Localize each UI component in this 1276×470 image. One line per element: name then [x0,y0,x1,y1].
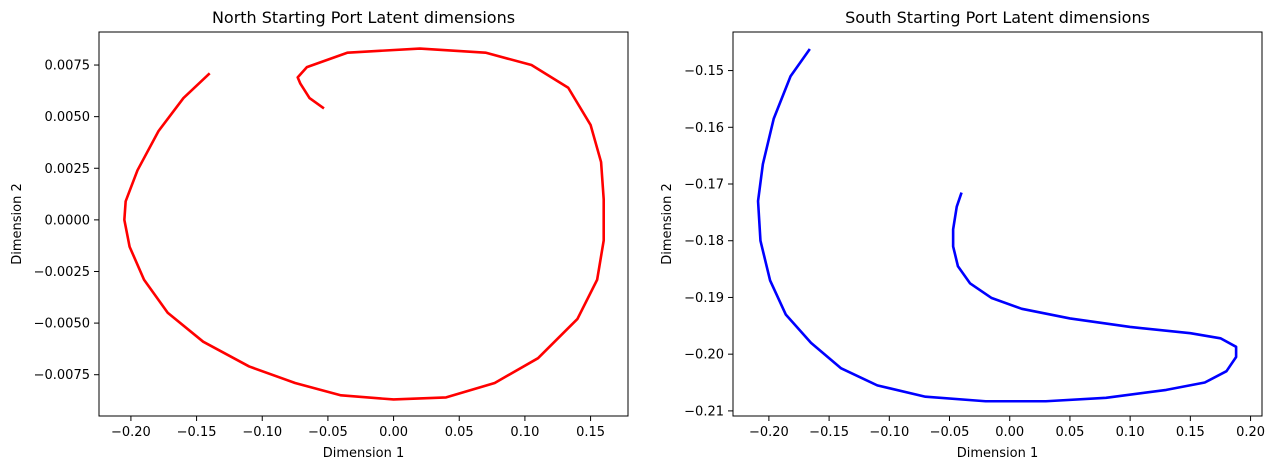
south-chart-title: South Starting Port Latent dimensions [845,8,1150,27]
north-x-tick-label: −0.15 [177,425,217,440]
south-y-axis-label: Dimension 2 [660,183,675,265]
south-plot-frame [732,31,1263,417]
south-y-tick-label: −0.19 [684,291,724,306]
south-x-tick-label: 0.00 [995,425,1024,440]
north-x-tick-label: −0.20 [111,425,151,440]
north-x-tick-label: 0.10 [510,425,539,440]
north-x-tick-label: 0.15 [576,425,605,440]
north-y-tick-label: 0.0025 [45,162,91,177]
south-chart: −0.20 −0.15 −0.10 −0.05 0.00 0.05 0.10 0.15 0.20… [660,8,1265,461]
south-x-tick-label: 0.10 [1116,425,1145,440]
south-ticks: −0.20 −0.15 −0.10 −0.05 0.00 0.05 0.10 0.15 0.20… [684,64,1265,440]
south-y-tick-label: −0.20 [684,348,724,363]
south-x-tick-label: 0.15 [1176,425,1205,440]
south-x-tick-label: 0.20 [1236,425,1265,440]
north-x-tick-label: 0.05 [445,425,474,440]
south-x-tick-label: −0.15 [809,425,849,440]
south-x-tick-label: −0.20 [749,425,789,440]
north-ticks: −0.20 −0.15 −0.10 −0.05 0.00 0.05 0.10 0.15 −0.0… [34,59,605,440]
north-chart-title: North Starting Port Latent dimensions [212,8,515,27]
north-x-tick-label: −0.10 [242,425,282,440]
north-y-tick-label: −0.0025 [34,265,90,280]
north-y-tick-label: 0.0075 [45,59,91,74]
north-series-layer [123,47,605,401]
north-chart: −0.20 −0.15 −0.10 −0.05 0.00 0.05 0.10 0.15 −0.0… [10,8,629,461]
south-x-tick-label: 0.05 [1055,425,1084,440]
south-series-layer [756,48,1238,403]
north-x-axis-label: Dimension 1 [323,446,405,461]
south-y-tick-label: −0.16 [684,121,724,136]
north-x-tick-label: 0.00 [379,425,408,440]
south-series-line [756,48,1238,403]
south-x-tick-label: −0.05 [930,425,970,440]
north-x-tick-label: −0.05 [308,425,348,440]
south-x-axis-label: Dimension 1 [957,446,1039,461]
north-plot-frame [98,31,629,417]
south-y-tick-label: −0.15 [684,64,724,79]
north-y-tick-label: 0.0050 [45,110,91,125]
south-y-tick-label: −0.21 [684,404,724,419]
south-y-tick-label: −0.18 [684,234,724,249]
north-y-tick-label: 0.0000 [45,213,91,228]
north-series-line [123,47,605,401]
south-y-tick-label: −0.17 [684,178,724,193]
north-y-tick-label: −0.0050 [34,317,90,332]
south-x-tick-label: −0.10 [869,425,909,440]
north-y-axis-label: Dimension 2 [10,183,25,265]
north-y-tick-label: −0.0075 [34,368,90,383]
